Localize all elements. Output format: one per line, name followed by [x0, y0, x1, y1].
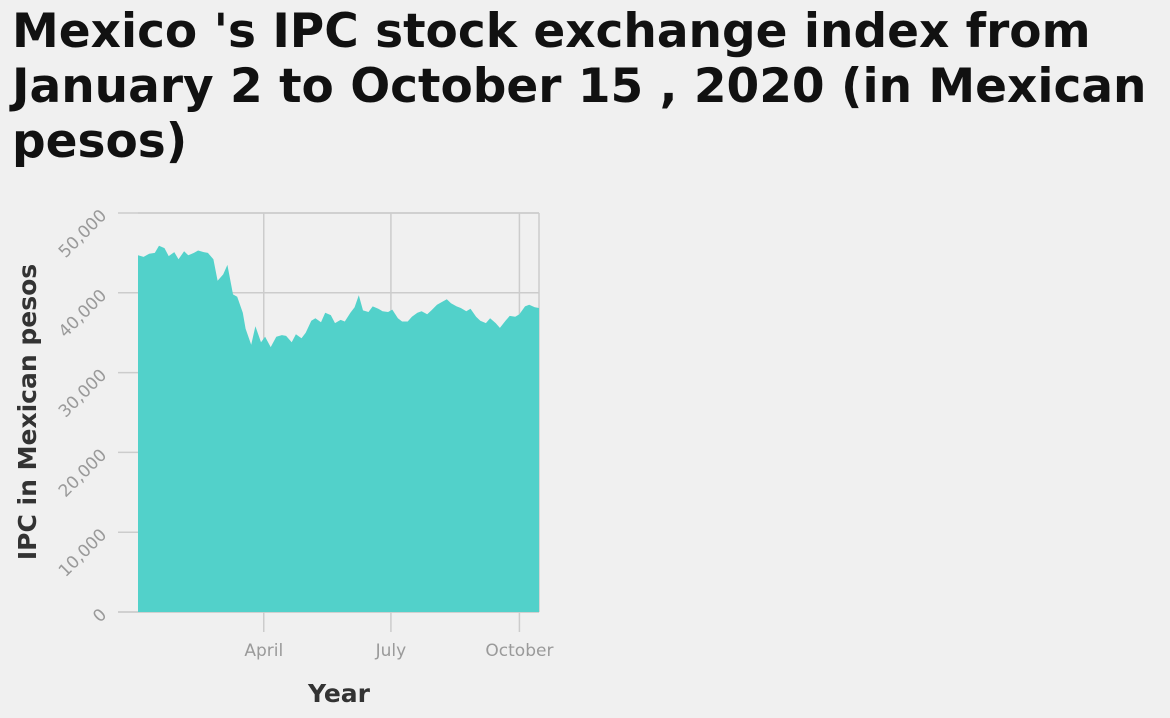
y-tick-label: 40,000	[55, 286, 111, 342]
x-axis-ticks: April July October	[244, 641, 553, 661]
x-tick-label: April	[244, 641, 283, 661]
x-axis-title: Year	[307, 679, 371, 708]
area-series	[138, 245, 539, 612]
chart-title: Mexico 's IPC stock exchange index from …	[12, 4, 1147, 169]
y-tick-label: 20,000	[55, 445, 111, 501]
x-tick-label: July	[375, 641, 407, 661]
y-tick-label: 50,000	[55, 206, 111, 262]
y-axis-title: IPC in Mexican pesos	[13, 264, 42, 560]
y-tick-label: 0	[89, 605, 111, 627]
y-tick-label: 30,000	[55, 366, 111, 422]
y-tick-label: 10,000	[55, 525, 111, 581]
x-tick-label: October	[485, 641, 553, 661]
y-axis-ticks: 0 10,000 20,000 30,000 40,000 50,000	[55, 206, 111, 627]
